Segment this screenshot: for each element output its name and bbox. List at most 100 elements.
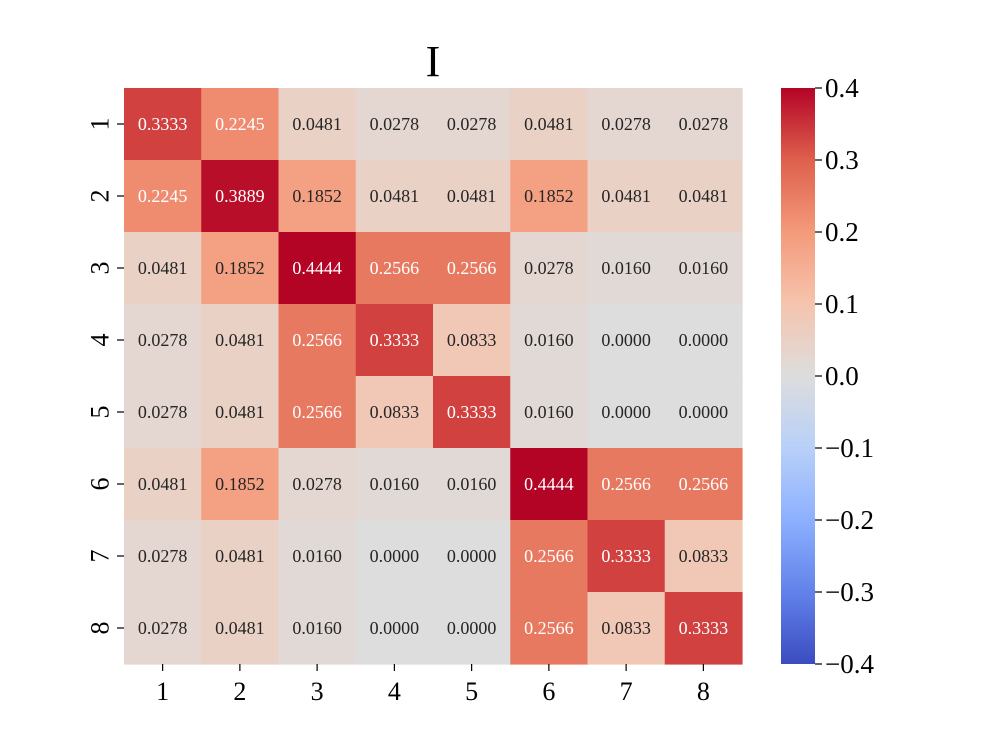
y-tick-label: 5 (86, 406, 115, 419)
heatmap-cell (587, 448, 666, 521)
heatmap-cell (201, 88, 280, 161)
colorbar-tick-label: −0.1 (825, 433, 874, 463)
heatmap-cell (355, 592, 434, 665)
cell-value-label: 0.0278 (601, 114, 651, 134)
heatmap-cell (587, 88, 666, 161)
heatmap-cell (124, 88, 202, 161)
cell-value-label: 0.0481 (215, 546, 265, 566)
heatmap-cell (355, 304, 434, 377)
heatmap-cell (124, 448, 202, 521)
heatmap-cell (587, 304, 666, 377)
heatmap-cell (355, 376, 434, 449)
y-tick-label: 2 (86, 190, 115, 203)
heatmap-cell (587, 160, 666, 233)
heatmap-cell (278, 520, 357, 593)
heatmap-cell (664, 448, 743, 521)
heatmap-cell (510, 520, 589, 593)
cell-value-label: 0.0481 (215, 618, 265, 638)
y-tick-label: 1 (86, 118, 115, 131)
heatmap-cell (664, 232, 743, 305)
cell-value-label: 0.0000 (679, 330, 729, 350)
cell-value-label: 0.1852 (524, 186, 574, 206)
y-tick-label: 6 (86, 478, 115, 491)
cell-value-label: 0.2566 (292, 402, 342, 422)
cell-value-label: 0.0481 (215, 330, 265, 350)
cell-value-label: 0.3889 (215, 186, 265, 206)
y-tick-label: 7 (86, 550, 115, 563)
heatmap-cell (124, 520, 202, 593)
heatmap-cell (433, 304, 511, 377)
heatmap-cell (433, 520, 511, 593)
cell-value-label: 0.0481 (601, 186, 651, 206)
heatmap-cell (664, 304, 743, 377)
heatmap-cell (587, 592, 666, 665)
heatmap-cell (124, 232, 202, 305)
chart-title: I (426, 37, 441, 86)
heatmap-cell (201, 304, 280, 377)
cell-value-label: 0.2566 (679, 474, 729, 494)
heatmap-cell (433, 88, 511, 161)
heatmap-cell (278, 592, 357, 665)
cell-value-label: 0.0000 (370, 546, 420, 566)
heatmap-cell (433, 448, 511, 521)
x-tick-label: 1 (156, 677, 169, 706)
heatmap-cell (433, 592, 511, 665)
cell-value-label: 0.0160 (679, 258, 729, 278)
heatmap-cell (510, 232, 589, 305)
cell-value-label: 0.0481 (215, 402, 265, 422)
y-tick-label: 3 (86, 262, 115, 275)
cell-value-label: 0.0481 (138, 474, 188, 494)
colorbar-tick-label: −0.2 (825, 505, 874, 535)
cell-value-label: 0.0000 (447, 618, 497, 638)
x-tick-label: 3 (311, 677, 324, 706)
heatmap-cell (355, 232, 434, 305)
heatmap-cell (587, 232, 666, 305)
heatmap-cell (278, 304, 357, 377)
cell-value-label: 0.0000 (370, 618, 420, 638)
cell-value-label: 0.2245 (215, 114, 265, 134)
heatmap-cells: 0.3333 0.2245 0.0481 0.0278 0.0278 0.0481 0.02… (124, 88, 743, 665)
cell-value-label: 0.2566 (601, 474, 651, 494)
x-tick-label: 6 (542, 677, 555, 706)
x-axis: 1 2 3 4 5 6 7 8 (156, 664, 710, 706)
heatmap-cell (587, 376, 666, 449)
x-tick-label: 2 (233, 677, 246, 706)
heatmap-cell (124, 304, 202, 377)
heatmap-cell (201, 160, 280, 233)
heatmap-cell (201, 592, 280, 665)
cell-value-label: 0.0481 (138, 258, 188, 278)
cell-value-label: 0.0278 (447, 114, 497, 134)
colorbar-tick-label: 0.3 (825, 145, 859, 175)
heatmap-cell (124, 592, 202, 665)
cell-value-label: 0.0278 (138, 330, 188, 350)
heatmap-cell (201, 232, 280, 305)
heatmap-cell (201, 520, 280, 593)
heatmap-cell (510, 448, 589, 521)
cell-value-label: 0.2566 (447, 258, 497, 278)
heatmap-cell (355, 448, 434, 521)
cell-value-label: 0.2566 (524, 618, 574, 638)
colorbar-tick-label: −0.4 (825, 649, 874, 679)
colorbar-tick-label: 0.1 (825, 289, 859, 319)
heatmap-cell (664, 376, 743, 449)
heatmap-cell (510, 304, 589, 377)
cell-value-label: 0.2245 (138, 186, 188, 206)
cell-value-label: 0.0481 (679, 186, 729, 206)
cell-value-label: 0.0481 (524, 114, 574, 134)
heatmap-cell (510, 376, 589, 449)
cell-value-label: 0.3333 (679, 618, 729, 638)
cell-value-label: 0.4444 (292, 258, 342, 278)
cell-value-label: 0.0000 (601, 402, 651, 422)
cell-value-label: 0.1852 (215, 258, 265, 278)
cell-value-label: 0.3333 (447, 402, 497, 422)
colorbar-bar (781, 88, 815, 664)
heatmap-cell (278, 160, 357, 233)
heatmap-cell (124, 376, 202, 449)
colorbar-tick-label: 0.4 (825, 73, 859, 103)
cell-value-label: 0.0833 (370, 402, 420, 422)
heatmap-cell (201, 376, 280, 449)
heatmap-cell (278, 232, 357, 305)
heatmap-cell (587, 520, 666, 593)
cell-value-label: 0.0833 (679, 546, 729, 566)
